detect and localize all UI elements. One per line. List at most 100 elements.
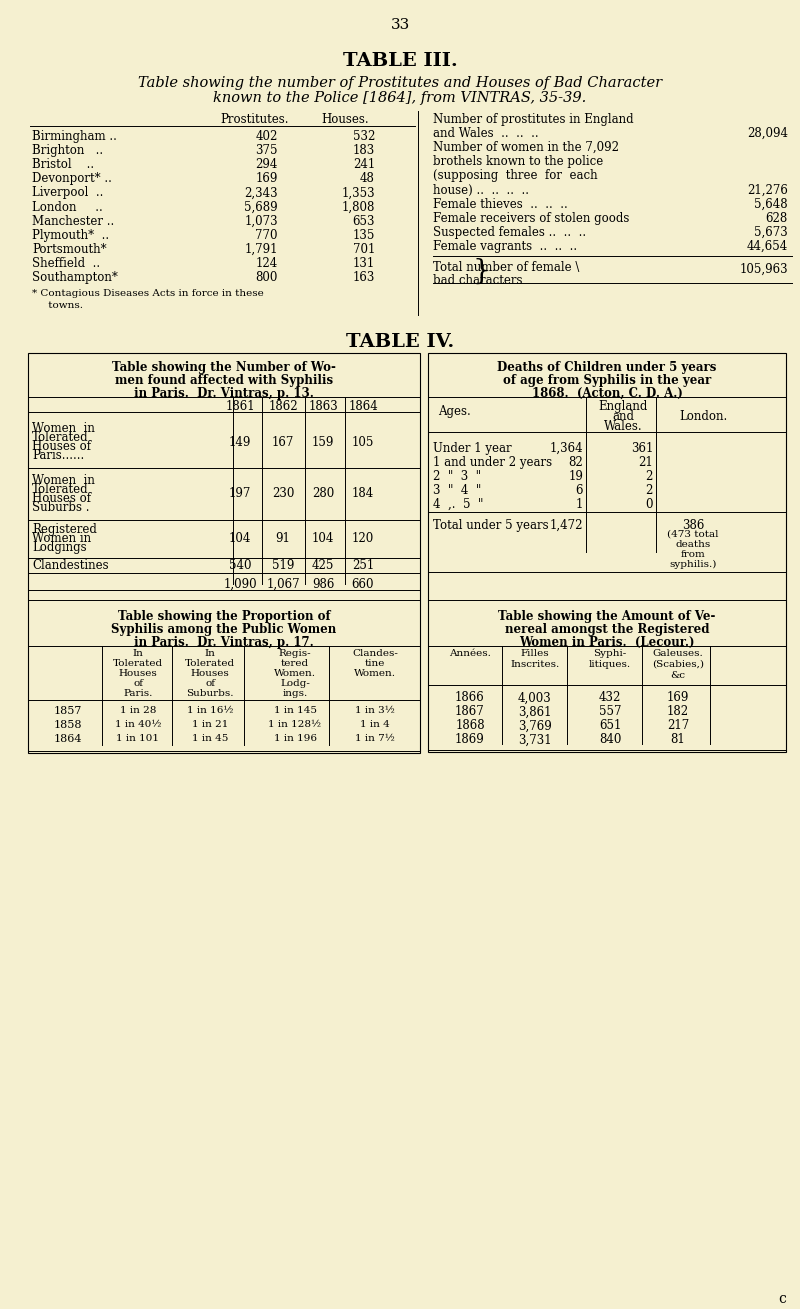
Text: Suburbs .: Suburbs . (32, 501, 90, 514)
Text: 251: 251 (352, 559, 374, 572)
Text: 540: 540 (229, 559, 251, 572)
Text: Deaths of Children under 5 years: Deaths of Children under 5 years (498, 361, 717, 374)
Text: 5,673: 5,673 (754, 226, 788, 240)
Text: Liverpool  ..: Liverpool .. (32, 186, 103, 199)
Text: Inscrites.: Inscrites. (510, 660, 560, 669)
Text: 163: 163 (353, 271, 375, 284)
Text: 131: 131 (353, 257, 375, 270)
Text: Total number of female \: Total number of female \ (433, 262, 579, 275)
Text: 105: 105 (352, 436, 374, 449)
Text: 1857: 1857 (54, 707, 82, 716)
Text: Paris.: Paris. (123, 689, 153, 698)
Text: }: } (472, 258, 490, 285)
Text: 1,353: 1,353 (342, 186, 375, 199)
Text: Women  in: Women in (32, 421, 95, 435)
Text: 1869: 1869 (455, 733, 485, 746)
Text: Registered: Registered (32, 524, 97, 537)
Text: Women in Paris.  (Lecour.): Women in Paris. (Lecour.) (519, 636, 694, 649)
Text: Houses: Houses (190, 669, 230, 678)
Text: 48: 48 (360, 173, 375, 185)
Text: 241: 241 (353, 158, 375, 171)
Text: 169: 169 (667, 691, 689, 704)
Text: 2  "  3  ": 2 " 3 " (433, 470, 481, 483)
Text: England: England (598, 401, 648, 414)
Text: 1,791: 1,791 (245, 243, 278, 257)
Text: In: In (205, 648, 215, 657)
Text: Houses.: Houses. (321, 113, 369, 126)
Text: TABLE IV.: TABLE IV. (346, 334, 454, 351)
Text: litiques.: litiques. (589, 660, 631, 669)
Text: Table showing the Proportion of: Table showing the Proportion of (118, 610, 330, 623)
Text: Under 1 year: Under 1 year (433, 442, 512, 456)
Text: Female vagrants  ..  ..  ..: Female vagrants .. .. .. (433, 241, 577, 253)
Text: Plymouth*  ..: Plymouth* .. (32, 229, 109, 242)
Text: 81: 81 (670, 733, 686, 746)
Text: 104: 104 (229, 533, 251, 546)
Text: Table showing the Number of Wo-: Table showing the Number of Wo- (112, 361, 336, 374)
Text: deaths: deaths (675, 539, 710, 548)
Text: 1,073: 1,073 (244, 215, 278, 228)
Text: Birmingham ..: Birmingham .. (32, 130, 117, 143)
Text: 82: 82 (568, 456, 583, 469)
Text: Tolerated: Tolerated (32, 483, 89, 496)
Text: In: In (133, 648, 143, 657)
Text: 2,343: 2,343 (244, 186, 278, 199)
Text: brothels known to the police: brothels known to the police (433, 156, 603, 169)
Text: 197: 197 (229, 487, 251, 500)
Text: 33: 33 (390, 18, 410, 31)
Text: Tolerated: Tolerated (185, 658, 235, 668)
Text: 1 in 101: 1 in 101 (117, 734, 159, 744)
Text: and Wales  ..  ..  ..: and Wales .. .. .. (433, 127, 538, 140)
Text: 1 in 3½: 1 in 3½ (355, 707, 395, 716)
Text: 1 in 4: 1 in 4 (360, 720, 390, 729)
Text: 1 in 45: 1 in 45 (192, 734, 228, 744)
Text: 402: 402 (256, 130, 278, 143)
Text: 660: 660 (352, 577, 374, 590)
Text: bad characters: bad characters (433, 275, 522, 287)
Text: Années.: Années. (449, 648, 491, 657)
Text: 167: 167 (272, 436, 294, 449)
Text: and: and (612, 410, 634, 423)
Text: 770: 770 (255, 229, 278, 242)
Text: tered: tered (281, 658, 309, 668)
Text: Number of prostitutes in England: Number of prostitutes in England (433, 113, 634, 126)
Text: Women in: Women in (32, 533, 91, 546)
Text: of age from Syphilis in the year: of age from Syphilis in the year (503, 374, 711, 387)
Text: &c: &c (670, 670, 686, 679)
Text: (Scabies,): (Scabies,) (652, 660, 704, 669)
Text: 5,648: 5,648 (754, 198, 788, 211)
Text: Southampton*: Southampton* (32, 271, 118, 284)
Text: (supposing  three  for  each: (supposing three for each (433, 169, 598, 182)
Text: house) ..  ..  ..  ..: house) .. .. .. .. (433, 183, 529, 196)
Text: 1861: 1861 (225, 401, 255, 414)
Text: men found affected with Syphilis: men found affected with Syphilis (115, 374, 333, 387)
Text: 294: 294 (256, 158, 278, 171)
Text: 701: 701 (353, 243, 375, 257)
Text: 3  "  4  ": 3 " 4 " (433, 484, 482, 497)
Text: 1 in 7½: 1 in 7½ (355, 734, 395, 744)
Text: Tolerated: Tolerated (113, 658, 163, 668)
Text: 124: 124 (256, 257, 278, 270)
Text: Female thieves  ..  ..  ..: Female thieves .. .. .. (433, 198, 568, 211)
Text: 5,689: 5,689 (244, 200, 278, 213)
Text: 1 in 16½: 1 in 16½ (186, 707, 234, 716)
Text: London     ..: London .. (32, 200, 102, 213)
Text: 21,276: 21,276 (747, 183, 788, 196)
Text: towns.: towns. (32, 301, 83, 310)
Text: 1867: 1867 (455, 706, 485, 719)
Text: Galeuses.: Galeuses. (653, 648, 703, 657)
Text: 1 in 145: 1 in 145 (274, 707, 317, 716)
Text: Paris......: Paris...... (32, 449, 84, 462)
Text: Syphi-: Syphi- (594, 648, 626, 657)
Text: 159: 159 (312, 436, 334, 449)
Text: 361: 361 (630, 442, 653, 456)
Text: 1,090: 1,090 (223, 577, 257, 590)
Text: 3,861: 3,861 (518, 706, 552, 719)
Text: 21: 21 (638, 456, 653, 469)
Text: Sheffield  ..: Sheffield .. (32, 257, 100, 270)
Text: 800: 800 (256, 271, 278, 284)
Text: tine: tine (365, 658, 385, 668)
Text: (473 total: (473 total (667, 530, 718, 539)
Text: from: from (681, 550, 706, 559)
Text: 0: 0 (646, 497, 653, 511)
